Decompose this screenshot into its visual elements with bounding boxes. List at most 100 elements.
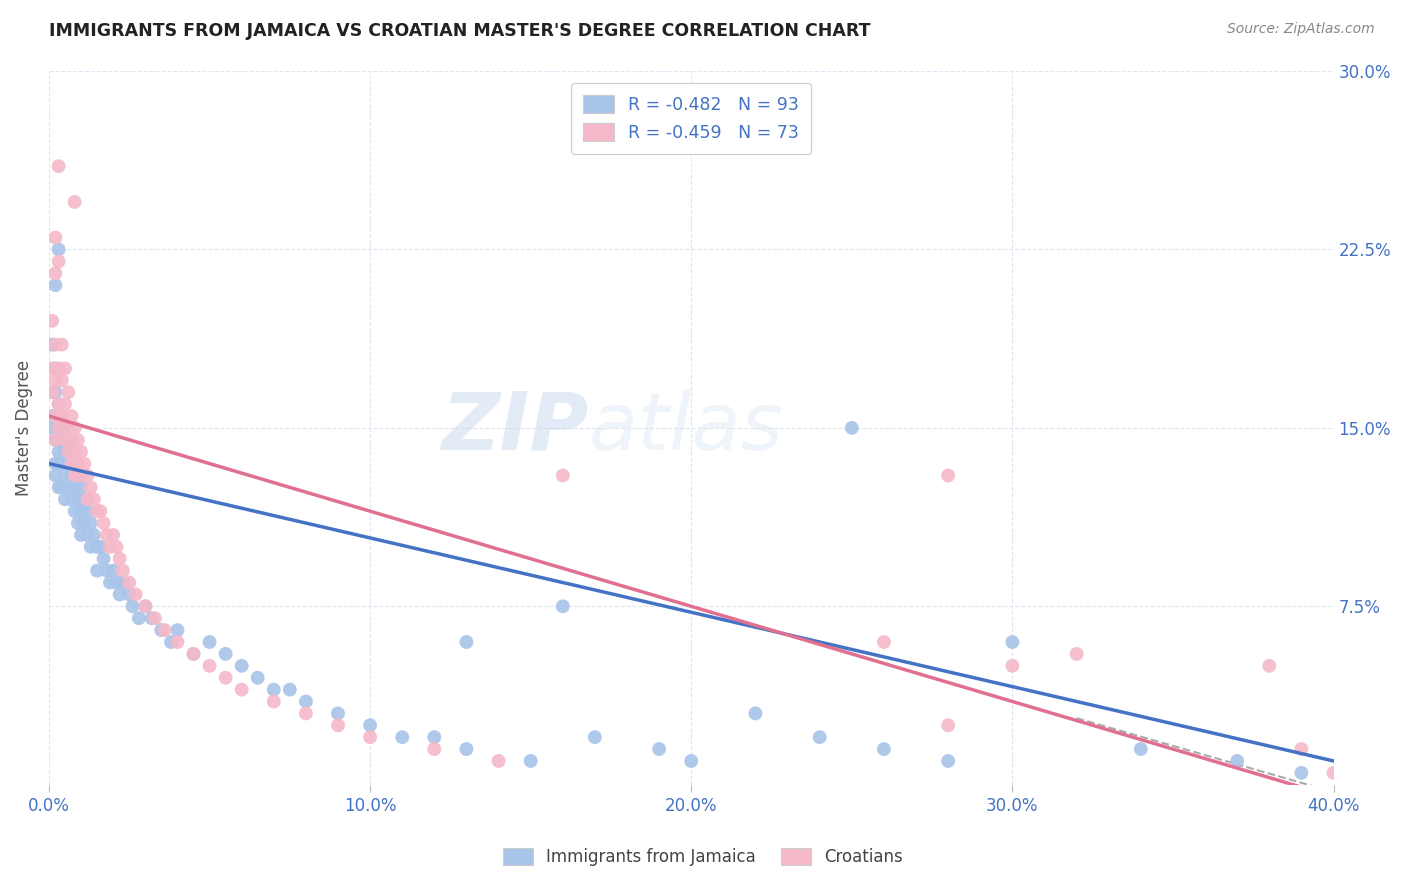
Point [551,599,574,614]
Point [873,742,896,756]
Point [76,468,98,483]
Text: Source: ZipAtlas.com: Source: ZipAtlas.com [1227,22,1375,37]
Point [359,730,381,744]
Point [80,516,103,530]
Point [48,361,70,376]
Point [51,409,73,423]
Point [66,457,89,471]
Point [89,540,111,554]
Point [98,540,121,554]
Point [63,444,86,458]
Point [44,468,66,483]
Point [76,504,98,518]
Point [53,421,76,435]
Point [841,421,863,435]
Point [41,337,63,351]
Point [183,647,205,661]
Point [873,635,896,649]
Text: ZIP: ZIP [441,389,589,467]
Point [1226,754,1249,768]
Point [80,480,103,494]
Point [60,492,83,507]
Point [1258,658,1281,673]
Point [63,504,86,518]
Point [1322,765,1344,780]
Point [118,587,141,601]
Point [231,682,253,697]
Point [295,694,318,708]
Point [86,540,108,554]
Point [214,671,236,685]
Point [48,397,70,411]
Point [44,373,66,387]
Point [456,635,478,649]
Point [51,337,73,351]
Point [60,444,83,458]
Point [583,730,606,744]
Point [105,540,128,554]
Point [96,528,118,542]
Legend: R = -0.482   N = 93, R = -0.459   N = 73: R = -0.482 N = 93, R = -0.459 N = 73 [571,83,811,153]
Point [98,575,121,590]
Point [121,599,143,614]
Point [423,742,446,756]
Point [44,230,66,244]
Point [66,468,89,483]
Point [108,551,131,566]
Point [70,480,93,494]
Point [44,457,66,471]
Point [153,623,176,637]
Point [134,599,156,614]
Point [70,528,93,542]
Point [66,433,89,447]
Point [681,754,703,768]
Point [51,457,73,471]
Text: atlas: atlas [589,389,783,467]
Point [58,433,80,447]
Y-axis label: Master's Degree: Master's Degree [15,359,32,496]
Point [70,468,93,483]
Point [118,575,141,590]
Point [44,337,66,351]
Point [63,457,86,471]
Point [44,361,66,376]
Point [63,194,86,209]
Point [648,742,671,756]
Point [1066,647,1088,661]
Point [63,480,86,494]
Point [53,433,76,447]
Point [48,444,70,458]
Point [143,611,166,625]
Point [70,504,93,518]
Point [456,742,478,756]
Point [48,243,70,257]
Point [48,421,70,435]
Point [41,361,63,376]
Point [51,373,73,387]
Point [1001,635,1024,649]
Point [44,433,66,447]
Point [519,754,541,768]
Point [111,575,134,590]
Point [60,457,83,471]
Point [326,718,349,732]
Point [93,516,115,530]
Point [111,564,134,578]
Point [551,468,574,483]
Point [391,730,413,744]
Point [44,409,66,423]
Point [48,159,70,173]
Point [423,730,446,744]
Point [66,516,89,530]
Point [80,540,103,554]
Point [150,623,173,637]
Point [808,730,831,744]
Point [73,516,96,530]
Point [83,492,105,507]
Point [183,647,205,661]
Point [58,457,80,471]
Point [53,397,76,411]
Point [60,433,83,447]
Point [53,444,76,458]
Point [41,385,63,400]
